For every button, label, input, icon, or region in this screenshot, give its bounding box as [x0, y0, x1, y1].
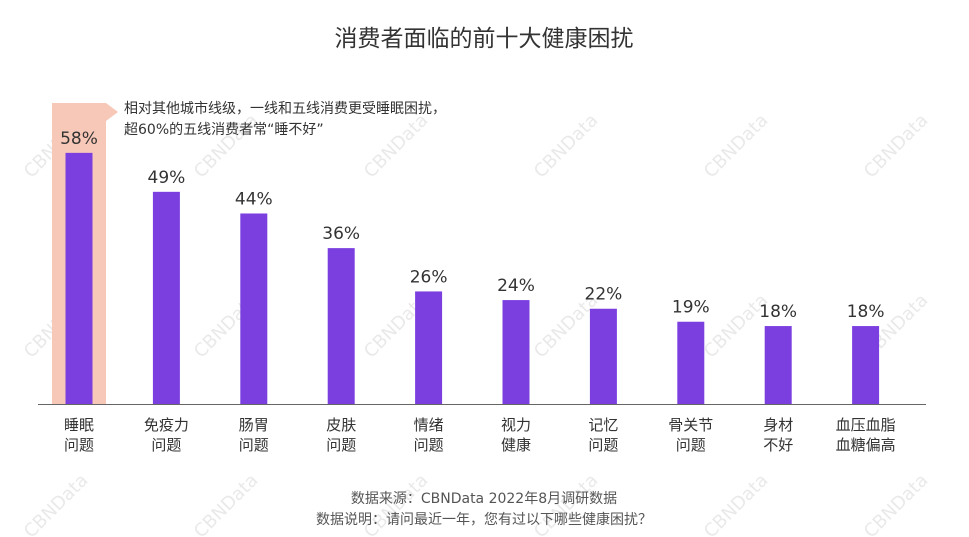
bar-0 [65, 152, 93, 404]
footer-source: 数据来源：CBNData 2022年8月调研数据 [351, 491, 617, 507]
category-label-0-1: 问题 [64, 436, 94, 454]
category-label-8-1: 不好 [763, 436, 793, 454]
value-label-0: 58% [60, 129, 98, 149]
value-labels-layer: 58% 49% 44% 36% 26% 24% 22% 19% 18% 18% [60, 129, 884, 322]
category-label-8-0: 身材 [763, 416, 793, 434]
bar-8 [764, 326, 792, 404]
category-label-1-1: 问题 [151, 436, 181, 454]
watermark-text-1: CBNData [190, 110, 262, 182]
value-label-5: 24% [497, 276, 535, 296]
bar-6 [589, 308, 617, 404]
bar-3 [327, 248, 355, 404]
bars-layer [65, 152, 880, 404]
category-label-2-1: 问题 [239, 436, 269, 454]
watermark-text-10: CBNData [700, 290, 772, 362]
watermark-text-4: CBNData [700, 110, 772, 182]
watermark-text-5: CBNData [860, 110, 932, 182]
value-label-8: 18% [759, 302, 797, 322]
value-label-3: 36% [322, 224, 360, 244]
value-label-7: 19% [672, 298, 710, 318]
footer-note: 数据说明：请问最近一年，您有过以下哪些健康困扰？ [316, 511, 652, 528]
category-label-6-1: 问题 [588, 436, 618, 454]
watermark-text-16: CBNData [700, 470, 772, 537]
bar-7 [677, 321, 705, 404]
category-label-1-0: 免疫力 [144, 416, 189, 434]
highlight-arrow [106, 103, 118, 121]
bar-9 [852, 326, 880, 404]
value-label-6: 22% [585, 285, 623, 305]
category-label-5-0: 视力 [501, 416, 531, 434]
category-label-2-0: 肠胃 [239, 416, 269, 434]
watermark-text-13: CBNData [190, 470, 262, 537]
category-label-9-1: 血糖偏高 [836, 436, 896, 454]
annotation-line-2: 超60%的五线消费者常“睡不好” [124, 122, 324, 138]
watermark-text-12: CBNData [20, 470, 92, 537]
category-label-4-0: 情绪 [414, 416, 444, 434]
value-label-2: 44% [235, 189, 273, 209]
value-label-9: 18% [847, 302, 885, 322]
bar-1 [152, 191, 180, 404]
category-label-3-1: 问题 [326, 436, 356, 454]
bar-2 [240, 213, 268, 404]
category-label-0-0: 睡眠 [64, 416, 94, 434]
category-label-7-1: 问题 [676, 436, 706, 454]
category-label-6-0: 记忆 [588, 416, 618, 434]
category-label-3-0: 皮肤 [326, 416, 356, 434]
category-label-4-1: 问题 [414, 436, 444, 454]
category-label-7-0: 骨关节 [668, 416, 713, 434]
watermark-text-3: CBNData [530, 110, 602, 182]
value-label-4: 26% [410, 267, 448, 287]
category-label-5-1: 健康 [501, 436, 531, 454]
annotation-line-1: 相对其他城市线级，一线和五线消费更受睡眠困扰， [124, 100, 446, 117]
bar-4 [415, 291, 443, 404]
category-label-9-0: 血压血脂 [836, 416, 896, 434]
watermark-text-17: CBNData [860, 470, 932, 537]
watermark-text-2: CBNData [360, 110, 432, 182]
chart-title: 消费者面临的前十大健康困扰 [335, 26, 634, 52]
annotation: 相对其他城市线级，一线和五线消费更受睡眠困扰， 超60%的五线消费者常“睡不好” [124, 100, 446, 138]
value-label-1: 49% [148, 168, 186, 188]
bar-5 [502, 300, 530, 404]
